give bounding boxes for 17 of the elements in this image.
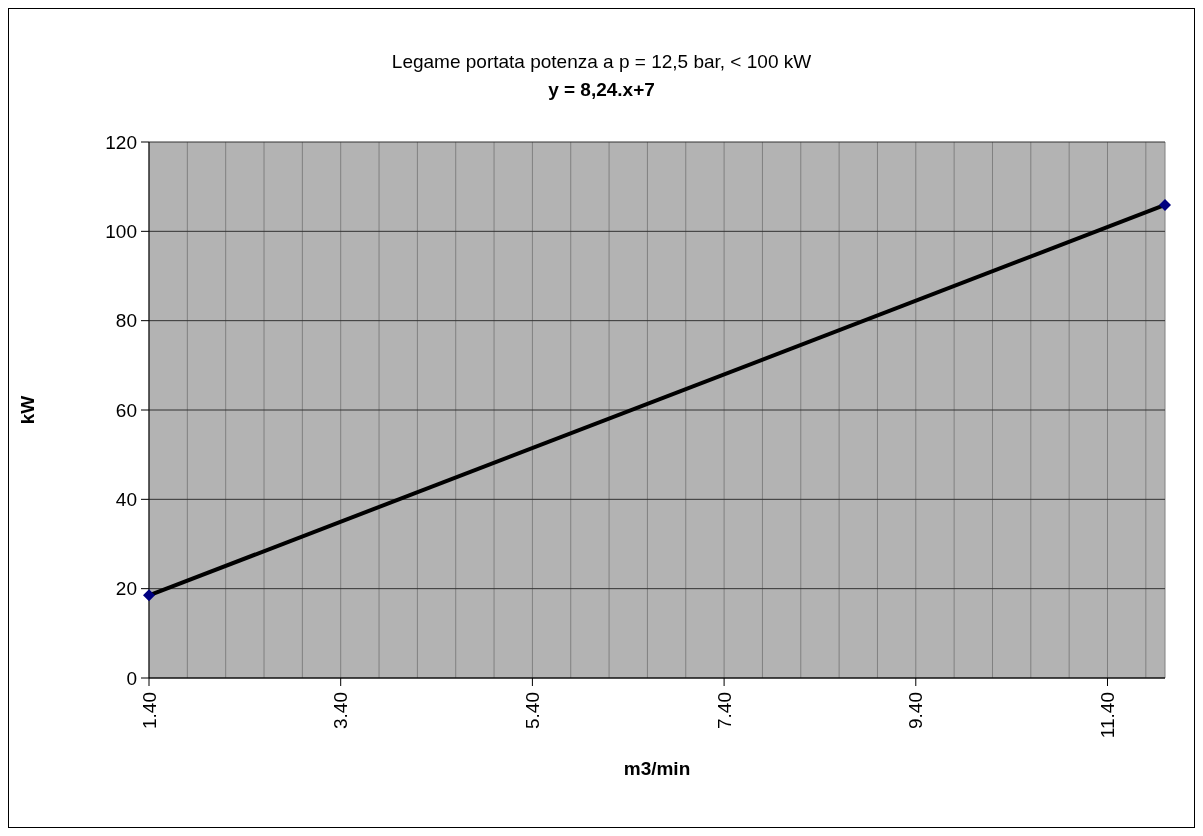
- y-axis-title: kW: [16, 395, 38, 425]
- x-tick-label: 5.40: [521, 692, 543, 729]
- x-axis-title: m3/min: [623, 758, 691, 779]
- y-tick-label: 20: [115, 578, 137, 600]
- y-tick-label: 60: [115, 399, 137, 421]
- x-tick-label: 7.40: [713, 692, 735, 729]
- x-tick-label: 9.40: [905, 692, 927, 729]
- y-tick-label: 40: [115, 488, 137, 510]
- y-tick-label: 120: [105, 131, 137, 153]
- y-tick-label: 0: [126, 667, 137, 689]
- x-tick-label: 3.40: [330, 692, 352, 729]
- x-tick-label: 1.40: [138, 692, 160, 729]
- x-tick-label: 11.40: [1096, 692, 1118, 739]
- y-tick-label: 100: [105, 220, 137, 242]
- chart-title: Legame portata potenza a p = 12,5 bar, < 100 kW: [390, 51, 813, 73]
- chart-subtitle: y = 8,24.x+7: [547, 79, 656, 101]
- y-tick-label: 80: [115, 310, 137, 332]
